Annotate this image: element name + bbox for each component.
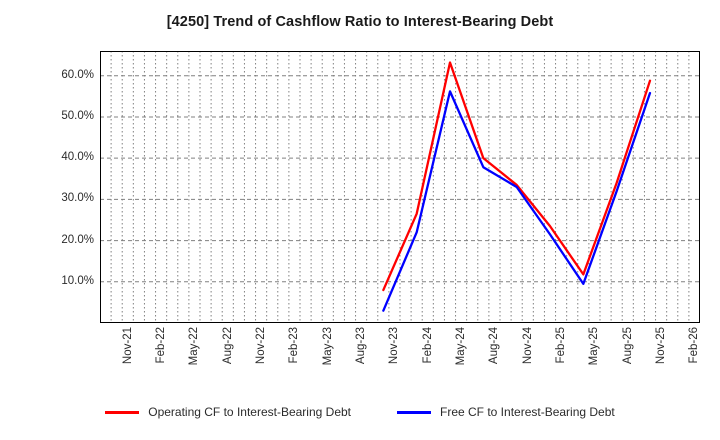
plot-border (100, 51, 700, 323)
chart-title: [4250] Trend of Cashflow Ratio to Intere… (166, 14, 554, 30)
chart-legend: Operating CF to Interest-Bearing Debt Fre… (0, 405, 720, 419)
y-axis-tick-label: 10.0% (61, 274, 94, 287)
y-axis-tick-label: 30.0% (61, 192, 94, 205)
x-axis-tick-label: Aug-25 (621, 327, 634, 365)
legend-item[interactable]: Free CF to Interest-Bearing Debt (397, 405, 615, 419)
x-axis-tick-label: Nov-23 (388, 327, 401, 365)
x-axis-tick-label: Nov-21 (121, 327, 134, 365)
legend-label: Free CF to Interest-Bearing Debt (440, 405, 615, 419)
y-axis-tick-labels: 10.0% 20.0% 30.0% 40.0% 50.0% 60.0% (28, 51, 94, 323)
y-axis-tick-label: 20.0% (61, 233, 94, 246)
data-series-lines (382, 61, 652, 312)
vertical-gridlines (110, 51, 690, 323)
x-axis-tick-label: Feb-23 (288, 327, 301, 364)
x-axis-tick-label: Nov-25 (655, 327, 667, 365)
x-axis-tick-label: Feb-25 (555, 327, 567, 364)
legend-label: Operating CF to Interest-Bearing Debt (148, 405, 351, 419)
x-axis-tick-label: May-22 (188, 327, 201, 366)
x-axis-tick-label: Nov-22 (255, 327, 267, 365)
x-axis-tick-label: Feb-24 (421, 327, 434, 364)
x-axis-tick-label: Aug-23 (355, 327, 367, 365)
x-axis-tick-label: May-23 (321, 327, 334, 366)
x-axis-tick-label: Aug-24 (488, 327, 501, 365)
x-axis-tick-labels: Nov-21 Feb-22 May-22 Aug-22 Nov-22 Feb-23 May-… (100, 327, 701, 397)
y-axis-tick-label: 60.0% (61, 68, 94, 81)
x-axis-tick-label: Nov-24 (521, 327, 534, 365)
series-line-free-cf (382, 90, 652, 312)
series-line-operating-cf (382, 61, 652, 292)
x-axis-tick-label: May-25 (588, 327, 601, 366)
plot-area (100, 51, 700, 323)
y-axis-tick-label: 50.0% (61, 109, 94, 122)
x-axis-tick-label: Feb-26 (688, 327, 701, 364)
y-axis-tick-label: 40.0% (61, 151, 94, 164)
legend-line-swatch (397, 410, 431, 414)
chart-plot-svg (100, 51, 700, 323)
x-axis-tick-label: Aug-22 (221, 327, 234, 365)
legend-item[interactable]: Operating CF to Interest-Bearing Debt (105, 405, 351, 419)
x-axis-tick-label: May-24 (455, 327, 467, 366)
legend-line-swatch (105, 410, 140, 414)
x-axis-tick-label: Feb-22 (155, 327, 167, 364)
